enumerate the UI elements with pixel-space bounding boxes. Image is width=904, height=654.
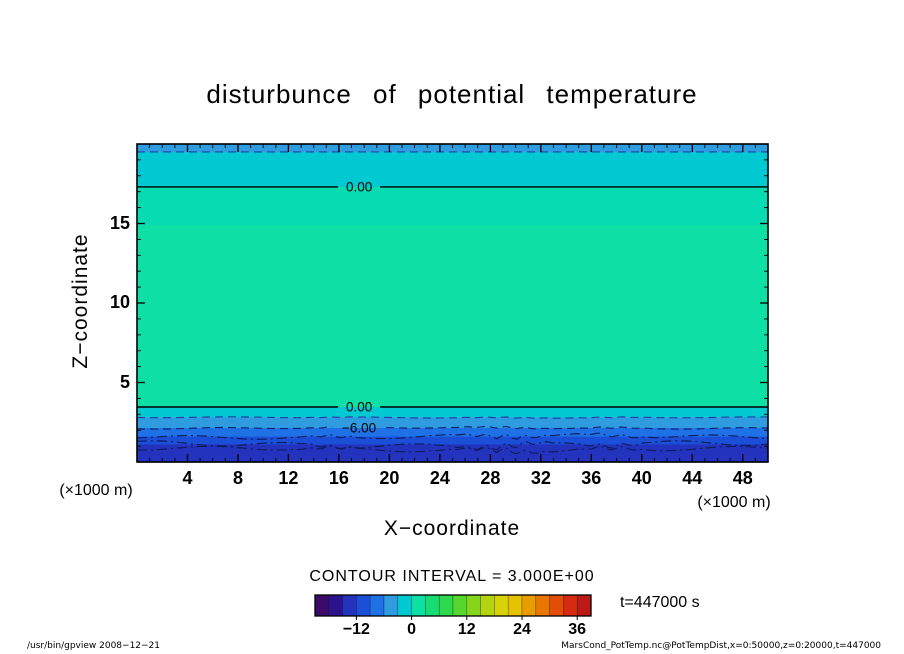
contour-line (136, 432, 768, 440)
contour-band (137, 417, 768, 429)
contour-band (137, 186, 768, 226)
contour-line (136, 440, 768, 451)
colorbar-cell (425, 594, 440, 617)
contour-label: 0.00 (346, 400, 372, 415)
contour-interval-label: CONTOUR INTERVAL = 3.000E+00 (309, 568, 595, 585)
x-tick-label: 12 (278, 468, 299, 488)
contour-line (137, 445, 769, 455)
colorbar-cell (314, 594, 330, 617)
colorbar-cell (383, 594, 399, 617)
y-tick-label: 10 (109, 292, 130, 312)
plot-title: disturbunce of potential temperature (206, 79, 698, 109)
colorbar-cell (494, 594, 509, 617)
contour-label: 0.00 (346, 179, 372, 194)
colorbar (314, 594, 592, 620)
colorbar-cell (466, 594, 481, 617)
x-unit-label-left: (×1000 m) (59, 482, 133, 499)
x-tick-label: 20 (379, 468, 400, 488)
colorbar-tick-label: 36 (568, 621, 587, 638)
x-tick-label: 40 (631, 468, 652, 488)
x-tick-label: 28 (480, 468, 501, 488)
y-tick-label: 15 (109, 212, 130, 233)
time-label: t=447000 s (620, 594, 700, 611)
contour-label: −6.00 (342, 421, 376, 436)
colorbar-cell (438, 594, 454, 617)
colorbar-cell (397, 594, 412, 617)
x-tick-label: 4 (182, 468, 193, 488)
colorbar-cell (521, 594, 537, 617)
y-tick-label: 5 (119, 371, 130, 392)
colorbar-tick-label: 12 (457, 621, 476, 638)
colorbar-cell (563, 594, 578, 617)
x-tick-label: 24 (429, 468, 450, 488)
footer-dataset-text: MarsCond_PotTemp.nc@PotTempDist,x=0:5000… (561, 641, 881, 651)
colorbar-cell (535, 594, 550, 617)
colorbar-cell (342, 594, 357, 617)
colorbar-cell (411, 594, 426, 617)
x-tick-label: 36 (581, 468, 602, 488)
axis-ticks (137, 144, 768, 462)
x-tick-label: 44 (682, 468, 703, 488)
footer-command-text: /usr/bin/gpview 2008−12−21 (27, 641, 161, 651)
colorbar-cell (507, 594, 523, 617)
contour-line (136, 416, 768, 419)
contour-lines: 0.00 0.00 −6.00 (136, 151, 769, 455)
contour-band (137, 144, 768, 153)
contour-band (137, 151, 768, 188)
x-tick-label: 16 (328, 468, 349, 488)
colorbar-cell (480, 594, 495, 617)
x-axis-label: X−coordinate (383, 517, 521, 540)
colorbar-cell (549, 594, 564, 617)
x-unit-label-right: (×1000 m) (697, 494, 771, 511)
contour-band (137, 436, 768, 446)
x-tick-label: 8 (232, 468, 243, 488)
colorbar-cell (452, 594, 468, 617)
colorbar-cell (356, 594, 371, 617)
contour-band (137, 225, 768, 408)
contour-fill-bands (137, 144, 768, 463)
contour-band (137, 428, 768, 438)
colorbar-cell (369, 594, 385, 617)
colorbar-cell (576, 594, 592, 617)
x-tick-label: 48 (732, 468, 753, 488)
contour-line (136, 426, 333, 430)
colorbar-tick-label: −12 (342, 621, 370, 638)
colorbar-frame (314, 594, 592, 617)
colorbar-cell (328, 594, 343, 617)
colorbar-tick-label: 0 (407, 621, 417, 638)
x-tick-label: 32 (530, 468, 551, 488)
contour-band (137, 407, 768, 419)
colorbar-tick-label: 24 (513, 621, 531, 638)
